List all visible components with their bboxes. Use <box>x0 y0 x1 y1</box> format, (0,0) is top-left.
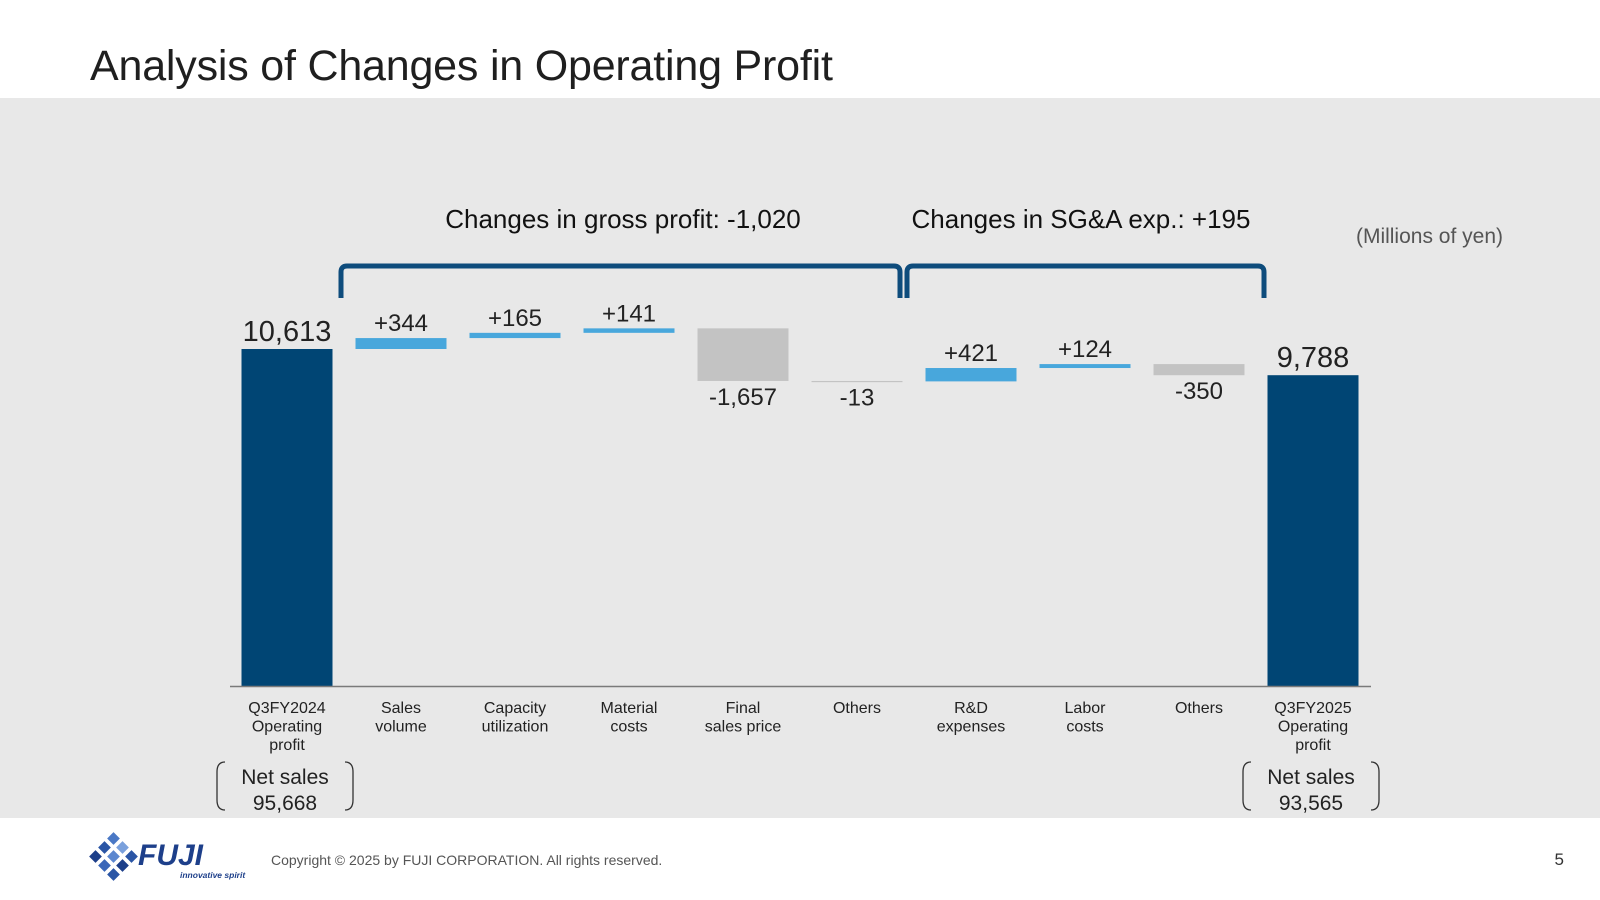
bar-9 <box>1267 375 1359 686</box>
category-label-2-1: utilization <box>482 719 549 736</box>
diamond-logo-icon <box>89 832 138 881</box>
category-label-0-0: Q3FY2024 <box>248 700 325 717</box>
fuji-logo: FUJI innovative spirit <box>88 832 263 887</box>
category-label-8-0: Others <box>1175 700 1223 717</box>
unit-note: (Millions of yen) <box>1356 225 1503 248</box>
category-label-3-1: costs <box>610 719 647 736</box>
category-label-6-0: R&D <box>954 700 988 717</box>
category-label-1-0: Sales <box>381 700 421 717</box>
bar-5 <box>811 380 903 383</box>
copyright-text: Copyright © 2025 by FUJI CORPORATION. Al… <box>271 852 663 868</box>
category-label-0-1: Operating <box>252 719 322 736</box>
net-sales-bracket-left-0 <box>216 761 226 811</box>
category-label-3-0: Material <box>601 700 658 717</box>
value-label-3: +141 <box>602 300 656 327</box>
category-label-4-0: Final <box>726 700 761 717</box>
bar-3 <box>583 328 675 333</box>
category-label-5-0: Others <box>833 700 881 717</box>
value-label-6: +421 <box>944 340 998 367</box>
page-number: 5 <box>1554 850 1564 869</box>
slide-title: Analysis of Changes in Operating Profit <box>90 42 833 90</box>
net-sales-value-0: 95,668 <box>253 792 317 815</box>
net-sales-bracket-right-1 <box>1370 761 1380 811</box>
bar-1 <box>355 338 447 349</box>
category-label-9-0: Q3FY2025 <box>1274 700 1351 717</box>
bar-7 <box>1039 364 1131 369</box>
bar-6 <box>925 368 1017 382</box>
category-label-9-1: Operating <box>1278 719 1348 736</box>
category-label-9-2: profit <box>1295 737 1331 754</box>
bar-0 <box>241 349 333 686</box>
value-label-0: 10,613 <box>243 316 332 348</box>
value-label-5: -13 <box>840 384 875 411</box>
value-label-1: +344 <box>374 310 428 337</box>
category-label-1-1: volume <box>375 719 427 736</box>
logo-tagline: innovative spirit <box>180 870 246 880</box>
category-label-0-2: profit <box>269 737 305 754</box>
category-label-6-1: expenses <box>937 719 1006 736</box>
group-bracket-0 <box>338 263 903 298</box>
value-label-8: -350 <box>1175 378 1223 405</box>
category-label-4-1: sales price <box>705 719 782 736</box>
net-sales-label-1: Net sales <box>1267 766 1355 789</box>
category-label-2-0: Capacity <box>484 700 546 717</box>
category-label-7-0: Labor <box>1065 700 1107 717</box>
group-label-0: Changes in gross profit: -1,020 <box>445 204 801 234</box>
value-label-4: -1,657 <box>709 384 777 411</box>
net-sales-label-0: Net sales <box>241 766 329 789</box>
bar-8 <box>1153 364 1245 376</box>
value-label-9: 9,788 <box>1277 342 1350 374</box>
net-sales-value-1: 93,565 <box>1279 792 1343 815</box>
logo-wordmark: FUJI <box>138 839 204 872</box>
category-label-7-1: costs <box>1066 719 1103 736</box>
group-bracket-1 <box>904 263 1267 298</box>
net-sales-bracket-right-0 <box>344 761 354 811</box>
net-sales-bracket-left-1 <box>1242 761 1252 811</box>
bar-2 <box>469 332 561 339</box>
value-label-2: +165 <box>488 305 542 332</box>
value-label-7: +124 <box>1058 336 1112 363</box>
group-label-1: Changes in SG&A exp.: +195 <box>912 204 1251 234</box>
bar-4 <box>697 328 789 381</box>
